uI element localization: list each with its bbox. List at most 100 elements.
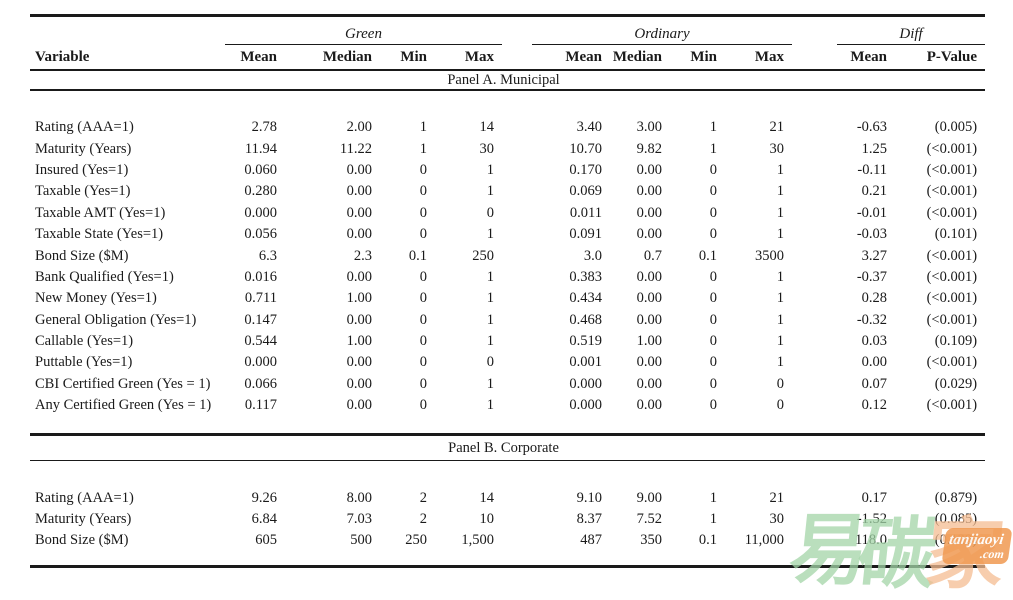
value-cell: (<0.001) [926, 311, 978, 328]
value-cell: 0.00 [636, 397, 662, 414]
table-row: CBI Certified Green (Yes = 1) 0.066 0.00… [30, 374, 985, 395]
table-row: Callable (Yes=1) 0.544 1.00 0 1 0.519 1.… [30, 331, 985, 352]
value-cell: 1 [776, 311, 785, 328]
value-cell: 0 [709, 397, 717, 414]
value-cell: 11.22 [339, 140, 372, 157]
value-cell: 0 [419, 161, 427, 178]
value-cell: -0.03 [856, 226, 888, 243]
value-cell: 0.21 [861, 183, 888, 200]
table-row: Taxable State (Yes=1) 0.056 0.00 0 1 0.0… [30, 224, 985, 245]
value-cell: 0.016 [244, 268, 277, 285]
spacer-row [30, 461, 985, 488]
value-cell: 0.00 [346, 161, 372, 178]
value-cell: 0 [486, 204, 494, 221]
value-cell: 0.00 [636, 204, 662, 221]
value-cell: 0 [709, 183, 717, 200]
variable-cell: Taxable (Yes=1) [35, 183, 131, 200]
group-header-spacer [30, 16, 225, 46]
value-cell: 0 [709, 354, 717, 371]
value-cell: (0.005) [934, 119, 978, 136]
panel-b-body: Rating (AAA=1) 9.26 8.00 2 14 9.10 9.00 … [30, 487, 985, 551]
value-cell: 1 [486, 290, 494, 307]
value-cell: 0.091 [569, 226, 602, 243]
variable-cell: Taxable State (Yes=1) [35, 226, 164, 243]
value-cell: -0.11 [857, 161, 888, 178]
column-header-green-mean: Mean [225, 45, 285, 71]
group-header-diff: Diff [792, 16, 986, 45]
value-cell: 8.00 [346, 489, 372, 506]
value-cell: 1 [709, 511, 717, 528]
value-cell: -0.63 [856, 119, 888, 136]
value-cell: 0.00 [636, 268, 662, 285]
value-cell: 0.280 [244, 183, 277, 200]
value-cell: 0.383 [569, 268, 602, 285]
variable-cell: Puttable (Yes=1) [35, 354, 133, 371]
column-header-green-min: Min [380, 45, 435, 71]
value-cell: 0.00 [346, 311, 372, 328]
value-cell: 350 [640, 532, 662, 549]
value-cell: 10.70 [569, 140, 602, 157]
value-cell: 1 [776, 204, 785, 221]
value-cell: 7.03 [346, 511, 372, 528]
value-cell: 1 [419, 140, 427, 157]
value-cell: 2.78 [251, 119, 277, 136]
variable-cell: Maturity (Years) [35, 511, 132, 528]
group-header-ordinary: Ordinary [502, 16, 793, 45]
value-cell: 3.40 [576, 119, 602, 136]
value-cell: 1 [709, 140, 717, 157]
value-cell: 0.12 [861, 397, 888, 414]
value-cell: 0.00 [346, 226, 372, 243]
table-row: Maturity (Years) 11.94 11.22 1 30 10.70 … [30, 138, 985, 159]
group-label-ordinary: Ordinary [532, 26, 793, 45]
value-cell: 0 [419, 375, 427, 392]
value-cell: 0.000 [569, 375, 602, 392]
value-cell: 250 [472, 247, 494, 264]
value-cell: 0.1 [408, 247, 427, 264]
value-cell: 3.00 [636, 119, 662, 136]
value-cell: 0 [419, 226, 427, 243]
value-cell: 30 [479, 140, 495, 157]
value-cell: 1.25 [861, 140, 888, 157]
value-cell: 0.519 [569, 333, 602, 350]
value-cell: 0.7 [643, 247, 662, 264]
value-cell: 0 [419, 333, 427, 350]
value-cell: 0.00 [346, 375, 372, 392]
value-cell: 0.000 [244, 204, 277, 221]
value-cell: 1 [419, 119, 427, 136]
value-cell: 0 [776, 375, 785, 392]
value-cell: 1 [486, 183, 494, 200]
value-cell: 0.00 [346, 397, 372, 414]
variable-cell: Rating (AAA=1) [35, 119, 134, 136]
value-cell: 1 [486, 375, 494, 392]
table-row: Taxable (Yes=1) 0.280 0.00 0 1 0.069 0.0… [30, 181, 985, 202]
variable-cell: New Money (Yes=1) [35, 290, 157, 307]
value-cell: 0.00 [861, 354, 888, 371]
value-cell: 0.711 [244, 290, 277, 307]
value-cell: 30 [769, 140, 785, 157]
column-header-ordinary-min: Min [670, 45, 725, 71]
value-cell: 0 [776, 397, 785, 414]
value-cell: 250 [405, 532, 427, 549]
value-cell: 11,000 [744, 532, 785, 549]
value-cell: 118.0 [854, 532, 888, 549]
spacer-row [30, 416, 985, 435]
value-cell: 1 [776, 226, 785, 243]
value-cell: (0.029) [934, 375, 978, 392]
value-cell: 6.3 [258, 247, 277, 264]
value-cell: 0.117 [244, 397, 277, 414]
table-row: Rating (AAA=1) 9.26 8.00 2 14 9.10 9.00 … [30, 487, 985, 508]
panel-a-title: Panel A. Municipal [30, 70, 986, 91]
column-header-ordinary-mean: Mean [502, 45, 610, 71]
variable-cell: Bond Size ($M) [35, 532, 129, 549]
value-cell: 0 [419, 311, 427, 328]
value-cell: 1 [486, 311, 494, 328]
table-row: Taxable AMT (Yes=1) 0.000 0.00 0 0 0.011… [30, 203, 985, 224]
value-cell: 9.00 [636, 489, 662, 506]
value-cell: 0 [709, 226, 717, 243]
table-row: Any Certified Green (Yes = 1) 0.117 0.00… [30, 395, 985, 416]
value-cell: 1 [709, 119, 717, 136]
value-cell: 0.066 [244, 375, 277, 392]
value-cell: 0 [709, 204, 717, 221]
value-cell: (0.879) [934, 489, 978, 506]
value-cell: 0.00 [346, 183, 372, 200]
